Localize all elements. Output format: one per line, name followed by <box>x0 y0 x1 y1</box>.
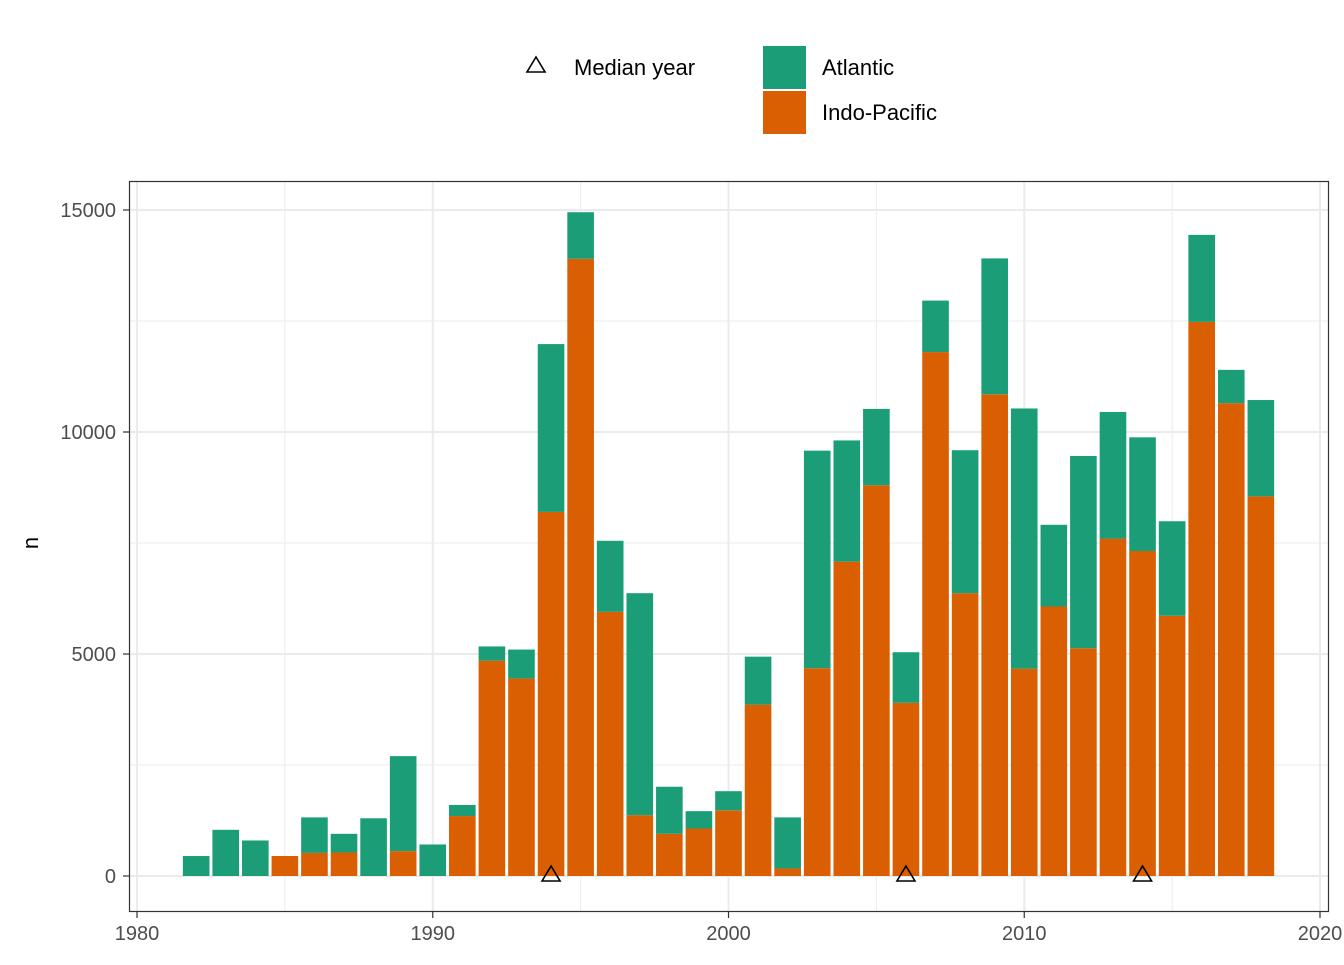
bar-atlantic <box>656 786 683 834</box>
y-tick-label: 15000 <box>60 200 116 222</box>
bar-indo-pacific <box>922 352 949 877</box>
bar-atlantic <box>537 344 565 512</box>
bar-atlantic <box>744 656 772 705</box>
bar-indo-pacific <box>330 852 358 876</box>
bar-indo-pacific <box>656 833 683 876</box>
x-tick-label: 2020 <box>1298 923 1343 945</box>
y-tick-label: 5000 <box>72 644 117 666</box>
bar-atlantic <box>449 804 476 817</box>
legend-label-indo-pacific: Indo-Pacific <box>822 100 937 125</box>
bar-indo-pacific <box>478 660 506 876</box>
legend-key-atlantic <box>763 46 806 89</box>
bar-atlantic <box>1129 437 1156 551</box>
bar-indo-pacific <box>1129 550 1156 876</box>
bar-indo-pacific <box>803 668 831 876</box>
y-tick-label: 0 <box>105 866 116 888</box>
bar-atlantic <box>1010 408 1038 669</box>
bar-atlantic <box>892 652 920 703</box>
legend-key-indo-pacific <box>763 91 806 134</box>
bar-indo-pacific <box>389 851 417 876</box>
legend: Median year Atlantic Indo-Pacific <box>525 46 937 134</box>
bar-atlantic <box>981 258 1008 395</box>
x-tick-label: 1980 <box>115 923 160 945</box>
bar-atlantic <box>478 646 506 661</box>
bar-indo-pacific <box>567 258 594 877</box>
bar-indo-pacific <box>1070 648 1097 876</box>
bar-indo-pacific <box>685 828 713 876</box>
bar-indo-pacific <box>1247 496 1275 876</box>
bar-atlantic <box>301 817 328 853</box>
bar-indo-pacific <box>1158 615 1186 876</box>
bar-atlantic <box>182 856 210 876</box>
y-axis-title: n <box>18 537 43 549</box>
bar-indo-pacific <box>863 485 890 876</box>
bar-atlantic <box>1070 455 1097 649</box>
bar-atlantic <box>1040 524 1068 607</box>
bar-indo-pacific <box>981 394 1008 876</box>
bar-indo-pacific <box>449 816 476 876</box>
bars <box>182 212 1275 877</box>
bar-atlantic <box>685 811 713 829</box>
bar-indo-pacific <box>774 868 801 876</box>
bar-indo-pacific <box>892 702 920 876</box>
bar-indo-pacific <box>301 852 328 876</box>
bar-atlantic <box>596 540 624 612</box>
bar-atlantic <box>1099 412 1127 539</box>
bar-indo-pacific <box>1040 606 1068 876</box>
bar-atlantic <box>212 829 240 876</box>
median-year-marker-icon <box>540 864 562 882</box>
bar-atlantic <box>774 817 801 869</box>
median-year-marker-icon <box>895 864 917 882</box>
panel-border <box>128 180 1330 913</box>
bar-indo-pacific <box>596 611 624 876</box>
legend-median-marker-icon <box>525 55 547 73</box>
x-axis: 1980 1990 2000 2010 2020 <box>115 912 1343 945</box>
bar-atlantic <box>1247 400 1275 497</box>
bar-atlantic <box>833 440 861 562</box>
bar-indo-pacific <box>271 856 299 876</box>
bar-indo-pacific <box>508 678 535 876</box>
bar-indo-pacific <box>537 511 565 876</box>
bar-atlantic <box>360 818 387 876</box>
bar-atlantic <box>626 593 654 816</box>
bar-atlantic <box>241 840 269 876</box>
bar-atlantic <box>922 300 949 353</box>
bar-atlantic <box>508 649 535 679</box>
bar-atlantic <box>863 408 890 486</box>
bar-atlantic <box>419 844 447 876</box>
x-tick-label: 2010 <box>1002 923 1047 945</box>
bar-indo-pacific <box>951 593 979 876</box>
bar-indo-pacific <box>715 810 742 876</box>
bar-atlantic <box>389 756 417 852</box>
x-tick-label: 1990 <box>411 923 456 945</box>
bar-indo-pacific <box>833 561 861 876</box>
bar-atlantic <box>951 450 979 594</box>
y-axis: 0 5000 10000 15000 <box>60 200 129 888</box>
bar-indo-pacific <box>1010 668 1038 876</box>
bar-atlantic <box>1188 234 1216 322</box>
bar-atlantic <box>330 833 358 853</box>
bar-atlantic <box>1158 521 1186 616</box>
bar-indo-pacific <box>1188 321 1216 876</box>
legend-label-atlantic: Atlantic <box>822 55 894 80</box>
median-year-marker-icon <box>1132 864 1153 882</box>
median-year-markers <box>540 864 1153 882</box>
y-tick-label: 10000 <box>60 422 116 444</box>
bar-indo-pacific <box>1099 538 1127 876</box>
bar-atlantic <box>803 450 831 669</box>
bar-atlantic <box>1217 369 1245 404</box>
bar-indo-pacific <box>744 704 772 876</box>
x-tick-label: 2000 <box>706 923 751 945</box>
bar-atlantic <box>715 791 742 811</box>
bar-indo-pacific <box>1217 403 1245 876</box>
bar-indo-pacific <box>626 815 654 876</box>
legend-median-label: Median year <box>574 55 695 80</box>
bar-atlantic <box>567 212 594 259</box>
